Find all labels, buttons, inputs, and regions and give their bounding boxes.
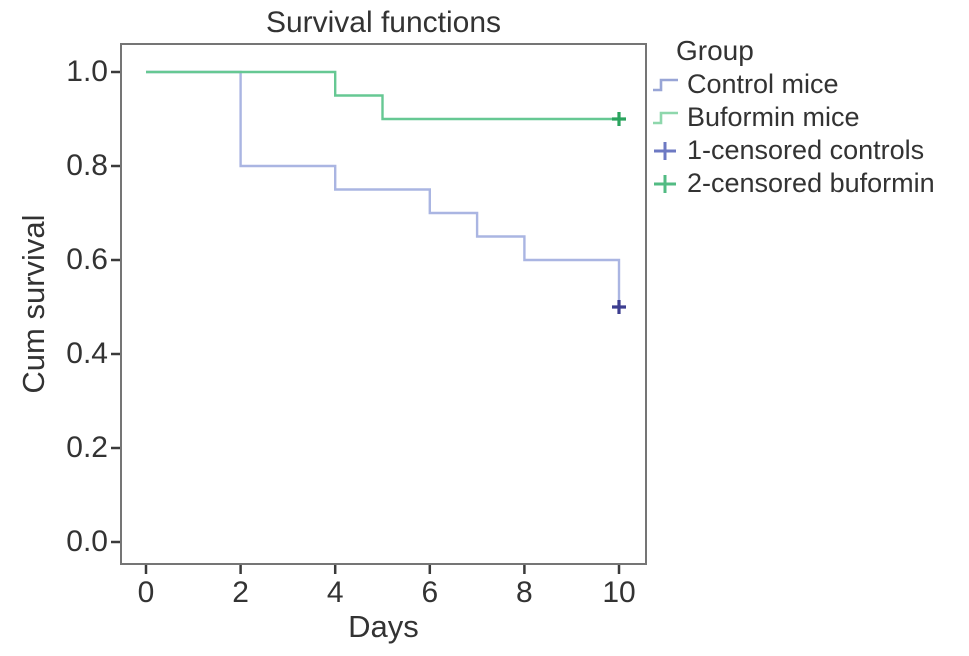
x-axis-title: Days [348, 609, 419, 644]
legend: Group Control mice Buformin mice 1-censore… [650, 34, 935, 200]
step-glyph [653, 111, 678, 124]
step-line-icon [653, 111, 678, 124]
survival-curves [146, 70, 626, 314]
y-tick-label: 0.8 [66, 149, 108, 182]
x-tick-label: 10 [602, 576, 636, 609]
plus-censored-icon [654, 141, 676, 160]
legend-item-label: Control mice [687, 69, 839, 99]
y-tick-label: 0.0 [66, 525, 108, 558]
legend-item: Control mice [650, 68, 935, 101]
legend-item-label: 2-censored buformin [687, 168, 935, 198]
survival-curve-buformin-mice [146, 70, 619, 121]
plus-glyph [654, 141, 676, 160]
step-glyph [653, 78, 678, 91]
x-tick-label: 8 [516, 576, 533, 609]
plus-glyph [654, 174, 676, 193]
x-tick-label: 4 [326, 576, 344, 609]
survival-curve-control-mice [146, 70, 621, 307]
step-line-icon [653, 78, 678, 91]
x-tick-label: 6 [421, 576, 439, 609]
censored-marker-2-censored-buformin [612, 112, 626, 126]
legend-item: 2-censored buformin [650, 167, 935, 200]
legend-item: Buformin mice [650, 101, 935, 134]
plus-censored-icon [654, 174, 676, 193]
legend-item-label: Buformin mice [687, 102, 860, 132]
chart-title: Survival functions [265, 6, 502, 39]
y-tick-label: 0.6 [66, 243, 108, 276]
legend-title: Group [676, 35, 754, 66]
y-tick-label: 1.0 [66, 55, 108, 88]
x-tick-label: 0 [137, 576, 155, 609]
plot-area [120, 43, 647, 565]
y-tick-label: 0.2 [66, 431, 108, 464]
legend-item: 1-censored controls [650, 134, 935, 167]
y-tick-label: 0.4 [66, 337, 108, 370]
y-axis-title: Cum survival [16, 214, 51, 394]
x-tick-label: 2 [232, 576, 249, 609]
censored-marker-1-censored-controls [612, 300, 626, 314]
legend-items: Control mice Buformin mice 1-censored cont… [650, 68, 935, 200]
legend-item-label: 1-censored controls [687, 135, 925, 165]
